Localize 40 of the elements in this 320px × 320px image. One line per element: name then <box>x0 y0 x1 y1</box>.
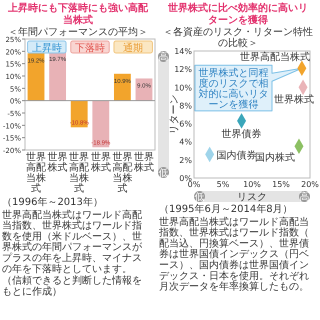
y-tick-label: 14% <box>174 47 192 56</box>
y-tick-label: 10% <box>174 83 192 92</box>
text: 世界高配当株式はワールド高配当指数、世界株式はワールド指数を使用（米ドルベース）、世界株式の年間パフォーマンスがプラスの年を上昇時、マイナスの年を下落時としています。 <box>2 208 143 275</box>
y-tick-label: 8% <box>179 101 192 110</box>
x-tick-label: 5% <box>216 180 230 189</box>
x-tick-label: 世界株式 <box>90 151 111 174</box>
text: （1996年～2013年） <box>2 196 103 208</box>
y-tick-label: 6% <box>179 120 192 129</box>
chart-subtitle: ＜各資産のリスク・リターン特性の比較＞ <box>163 26 313 49</box>
x-tick-label: 世界株式 <box>46 151 68 174</box>
annotation: 下落時 <box>75 42 105 54</box>
x-tick-label: 0% <box>188 180 201 189</box>
y-tick-label: 12% <box>174 65 192 74</box>
x-axis-title: リスク <box>237 192 267 203</box>
series-label: 世界債券 <box>222 128 262 140</box>
annotation: 上昇時 <box>32 42 62 54</box>
series-label: 世界株式 <box>274 93 314 106</box>
text: （1995年6月～2014年8月） <box>159 203 293 215</box>
annotation: 世界株式と同程度のリスクで相対的に高いリターンを獲得 <box>198 67 268 110</box>
annotation: 通期 <box>123 42 144 54</box>
x-tick-label: 20% <box>301 180 320 189</box>
bar <box>92 100 110 148</box>
series-label: 国内債券 <box>216 149 257 162</box>
text: （信頼できると判断した情報をもとに作成） <box>2 274 142 298</box>
y-axis-title: リターン <box>169 94 180 134</box>
x-tick-label: 15% <box>272 180 290 189</box>
text: 世界高配当株式はワールド高配当指数、世界株式はワールド指数（配当込、円換算ベース）、世界債券は世界国債インデックス（円ベース）、国内債券は世界国債インデックス・日本を使用。それぞれ月次データを年率換算したもの。 <box>158 216 309 293</box>
y-tick-label: 2% <box>179 156 192 165</box>
series-label: 国内株式 <box>254 151 295 164</box>
chart-subtitle: ＜年間パフォーマンスの平均＞ <box>8 26 148 38</box>
y-tick-label: 4% <box>179 138 192 147</box>
y-tick-label: 0% <box>179 174 192 183</box>
x-tick-label: 10% <box>243 180 262 189</box>
x-tick-label: 世界高配当株式 <box>69 151 90 194</box>
chart-title: 上昇時にも下落時にも強い高配当株式 <box>7 2 149 26</box>
chart-title: 世界株式に比べ効率的に高いリターンを獲得 <box>167 2 308 26</box>
x-tick-label: 世界株式 <box>132 151 154 174</box>
x-tick-label: 世界高配当株式 <box>112 151 132 194</box>
series-label: 世界高配当株式 <box>240 51 310 64</box>
x-tick-label: 世界高配当株式 <box>26 151 46 194</box>
